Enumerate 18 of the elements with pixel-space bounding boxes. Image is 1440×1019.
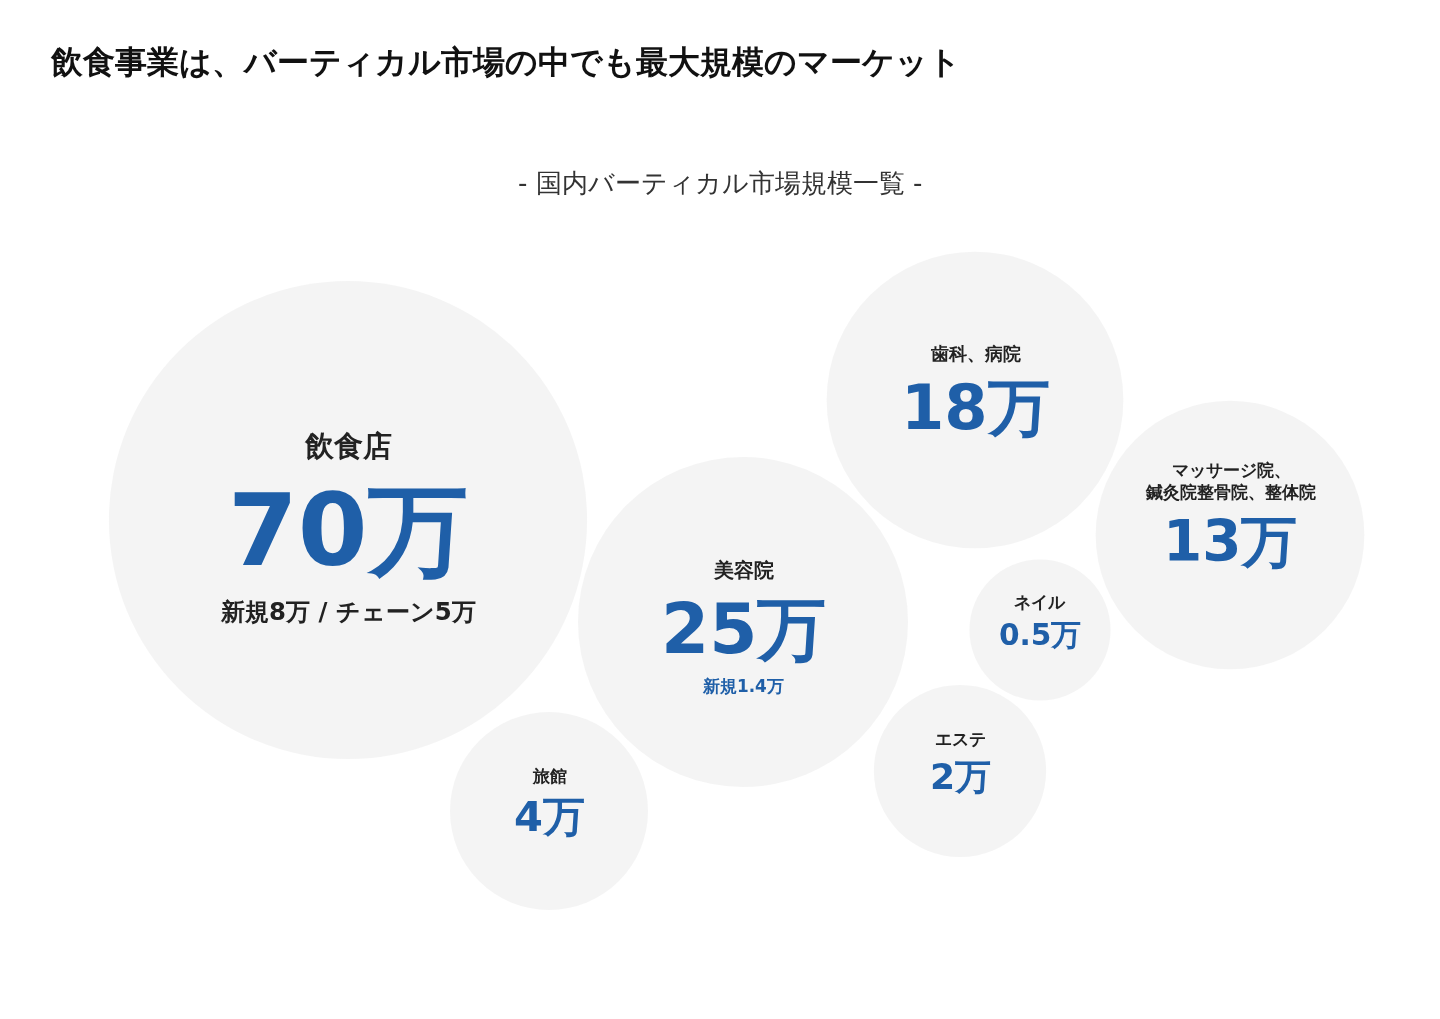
text: 新規8万 / チェーン5万 [221, 597, 476, 626]
category-label: ネイル [1014, 592, 1066, 612]
category-label: マッサージ院、鍼灸院整骨院、整体院 [1145, 460, 1316, 503]
data-label: 2万 [930, 755, 992, 798]
category-label: エステ [935, 729, 986, 749]
text: - 国内バーティカル市場規模一覧 - [518, 168, 923, 198]
category-label: 旅館 [532, 766, 567, 786]
category-label: 飲食店 [304, 429, 392, 463]
data-label: 13万 [1163, 509, 1298, 574]
data-label: 0.5万 [999, 617, 1082, 652]
data-label: 18万 [901, 371, 1050, 444]
category-label: 美容院 [713, 559, 774, 582]
data-label: 70万 [228, 472, 468, 589]
category-label: 歯科、病院 [930, 343, 1021, 364]
text: 飲食事業は、バーティカル市場の中でも最大規模のマーケット [50, 43, 961, 81]
data-label: 25万 [661, 589, 827, 669]
text: 新規1.4万 [703, 676, 784, 696]
data-label: 4万 [514, 792, 585, 841]
